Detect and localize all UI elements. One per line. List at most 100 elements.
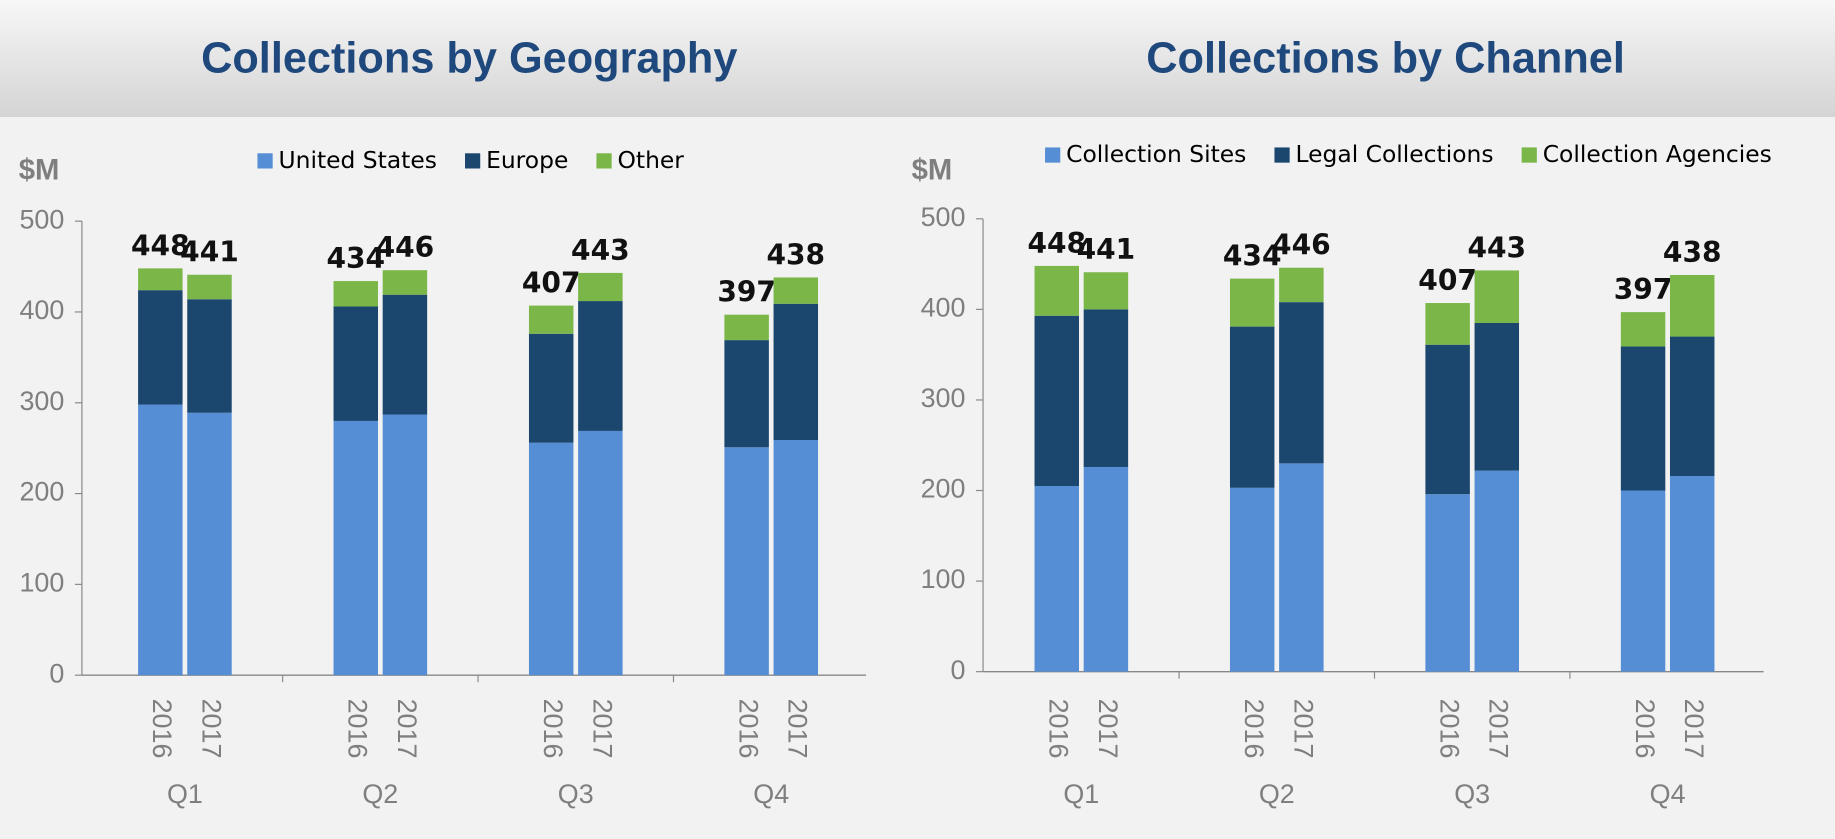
y-tick-label: 300 xyxy=(921,383,966,413)
y-tick-label: 0 xyxy=(951,655,966,685)
x-tick-label: 2017 xyxy=(1093,699,1123,759)
bar-segment xyxy=(1279,302,1324,464)
bar-segment xyxy=(1620,490,1666,672)
x-tick-label: 2017 xyxy=(1288,699,1318,759)
bar-segment xyxy=(333,306,379,421)
bar-segment xyxy=(1425,494,1470,672)
bar-segment xyxy=(1425,303,1470,345)
bar-segment xyxy=(1083,309,1129,467)
bar-segment xyxy=(1229,326,1275,488)
y-tick-label: 500 xyxy=(921,202,966,232)
bar-segment xyxy=(724,340,769,448)
bar-segment xyxy=(1474,270,1520,323)
legend-label: United States xyxy=(279,146,437,174)
legend-label: Europe xyxy=(486,146,568,174)
bar-segment xyxy=(528,333,574,443)
group-label: Q2 xyxy=(1259,779,1295,809)
bar-segment xyxy=(138,404,183,676)
bar-segment xyxy=(724,447,769,676)
legend-swatch xyxy=(257,153,273,169)
bar-segment xyxy=(187,412,232,676)
x-tick-label: 2016 xyxy=(1630,699,1660,759)
total-label: 438 xyxy=(766,238,825,271)
bar-segment xyxy=(1279,267,1324,303)
bar-segment xyxy=(528,442,574,676)
x-tick-label: 2017 xyxy=(392,699,422,759)
legend-label: Collection Sites xyxy=(1066,140,1246,168)
bar-segment xyxy=(333,420,379,676)
bar-segment xyxy=(773,439,819,676)
bar-segment xyxy=(1474,470,1520,672)
legend-label: Legal Collections xyxy=(1296,140,1494,168)
chart-title: Collections by Geography xyxy=(201,34,737,82)
legend-swatch xyxy=(596,153,612,169)
group-label: Q1 xyxy=(167,779,203,809)
total-label: 407 xyxy=(522,267,581,300)
x-tick-label: 2016 xyxy=(1044,699,1074,759)
bar-segment xyxy=(528,305,574,334)
y-tick-label: 500 xyxy=(19,204,64,234)
bar-segment xyxy=(578,430,623,676)
total-label: 446 xyxy=(376,231,435,264)
total-label: 441 xyxy=(180,236,239,269)
bar-segment xyxy=(773,303,819,440)
total-label: 397 xyxy=(1614,273,1673,306)
y-tick-label: 0 xyxy=(49,658,64,688)
bar-segment xyxy=(1620,312,1666,347)
y-tick-label: 100 xyxy=(921,564,966,594)
group-label: Q2 xyxy=(362,779,398,809)
bar-segment xyxy=(1083,466,1129,672)
total-label: 448 xyxy=(131,229,190,262)
header-band xyxy=(0,0,1835,118)
y-unit: $M xyxy=(912,155,953,187)
legend-swatch xyxy=(1045,147,1061,163)
y-tick-label: 300 xyxy=(19,386,64,416)
legend-label: Other xyxy=(617,146,684,174)
y-tick-label: 200 xyxy=(19,477,64,507)
x-tick-label: 2016 xyxy=(1239,699,1269,759)
total-label: 441 xyxy=(1077,233,1136,266)
bar-segment xyxy=(1229,487,1275,672)
bar-segment xyxy=(578,301,623,431)
x-tick-label: 2016 xyxy=(343,699,373,759)
legend-swatch xyxy=(1521,147,1537,163)
bar-segment xyxy=(1669,476,1715,672)
x-tick-label: 2017 xyxy=(587,699,617,759)
group-label: Q1 xyxy=(1063,779,1099,809)
bar-segment xyxy=(1034,265,1079,316)
bar-segment xyxy=(1425,344,1470,495)
chart-title: Collections by Channel xyxy=(1146,34,1625,82)
bar-segment xyxy=(1279,463,1324,672)
total-label: 443 xyxy=(571,234,630,267)
x-tick-label: 2017 xyxy=(1484,699,1514,759)
total-label: 407 xyxy=(1418,264,1477,297)
total-label: 397 xyxy=(717,276,776,309)
legend-label: Collection Agencies xyxy=(1543,140,1772,168)
bar-segment xyxy=(333,281,379,307)
bar-segment xyxy=(138,290,183,405)
bar-segment xyxy=(382,270,428,295)
x-tick-label: 2016 xyxy=(538,699,568,759)
legend-swatch xyxy=(465,153,481,169)
bar-segment xyxy=(187,274,232,300)
y-tick-label: 400 xyxy=(921,292,966,322)
bar-segment xyxy=(138,268,183,291)
bar-segment xyxy=(187,299,232,413)
y-tick-label: 400 xyxy=(19,295,64,325)
total-label: 434 xyxy=(326,242,385,275)
bar-segment xyxy=(1083,272,1129,310)
x-tick-label: 2017 xyxy=(783,699,813,759)
bar-segment xyxy=(1474,322,1520,471)
group-label: Q3 xyxy=(1454,779,1490,809)
bar-segment xyxy=(1034,485,1079,672)
bar-segment xyxy=(1669,336,1715,477)
group-label: Q3 xyxy=(558,779,594,809)
total-label: 448 xyxy=(1027,227,1086,260)
bar-segment xyxy=(382,414,428,676)
x-tick-label: 2016 xyxy=(734,699,764,759)
total-label: 443 xyxy=(1467,231,1526,264)
group-label: Q4 xyxy=(753,779,789,809)
x-tick-label: 2017 xyxy=(1679,699,1709,759)
bar-segment xyxy=(1229,278,1275,327)
